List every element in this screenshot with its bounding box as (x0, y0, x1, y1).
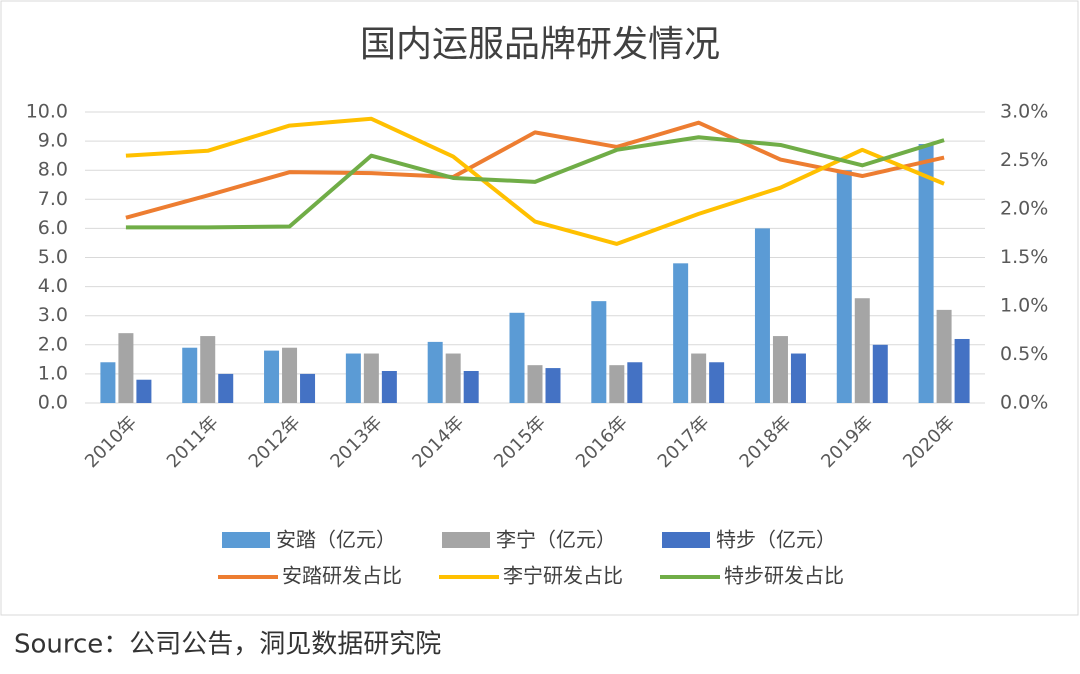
bar (627, 362, 643, 403)
y2-tick-label: 2.0% (1000, 198, 1048, 220)
bar (609, 365, 625, 403)
y-tick-label: 10.0 (26, 101, 68, 123)
y2-tick-label: 0.5% (1000, 343, 1048, 365)
bar (300, 373, 316, 403)
y2-tick-label: 1.0% (1000, 295, 1048, 317)
bar (591, 301, 607, 403)
bar (363, 353, 379, 403)
y2-tick-label: 2.5% (1000, 149, 1048, 171)
bar (345, 353, 361, 403)
y-tick-label: 2.0 (38, 333, 68, 355)
bar (100, 362, 116, 403)
bar (545, 368, 561, 403)
y-tick-label: 4.0 (38, 275, 68, 297)
legend-label: 李宁（亿元） (496, 528, 616, 552)
y-tick-label: 6.0 (38, 217, 68, 239)
bar (381, 370, 397, 403)
bar (709, 362, 725, 403)
bar (445, 353, 461, 403)
legend-swatch (222, 532, 270, 548)
bar (790, 353, 806, 403)
bar (182, 347, 198, 403)
y-tick-label: 1.0 (38, 362, 68, 384)
y-tick-label: 9.0 (38, 130, 68, 152)
y2-tick-label: 0.0% (1000, 392, 1048, 414)
bar (954, 338, 970, 403)
bar (118, 333, 134, 403)
chart-title: 国内运服品牌研发情况 (360, 24, 720, 65)
legend-label: 安踏研发占比 (282, 564, 402, 588)
bar (136, 379, 152, 403)
bar (836, 170, 852, 403)
bar (854, 298, 870, 403)
line (125, 116, 945, 246)
y-tick-label: 7.0 (38, 188, 68, 210)
bar (463, 370, 479, 403)
bar (673, 263, 689, 403)
legend-label: 特步研发占比 (724, 564, 844, 588)
bar (509, 312, 525, 403)
bar (691, 353, 707, 403)
bar (527, 365, 543, 403)
bar (918, 144, 934, 403)
bar (427, 341, 443, 403)
bar (200, 336, 216, 403)
bar (754, 228, 770, 403)
chart-border (0, 0, 1079, 616)
bar (282, 347, 298, 403)
y-tick-label: 5.0 (38, 246, 68, 268)
legend-label: 安踏（亿元） (276, 528, 396, 552)
legend-swatch (442, 532, 490, 548)
bar (872, 344, 888, 403)
y-tick-label: 3.0 (38, 304, 68, 326)
legend-label: 李宁研发占比 (503, 564, 623, 588)
line (125, 135, 945, 230)
bar (936, 309, 952, 403)
bar (264, 350, 280, 403)
y-tick-label: 8.0 (38, 159, 68, 181)
legend-swatch (662, 532, 710, 548)
y2-tick-label: 1.5% (1000, 246, 1048, 268)
legend-label: 特步（亿元） (716, 528, 836, 552)
line (125, 120, 945, 220)
bar (218, 373, 234, 403)
source-note: Source：公司公告，洞见数据研究院 (14, 630, 441, 660)
y2-tick-label: 3.0% (1000, 101, 1048, 123)
y-tick-label: 0.0 (38, 392, 68, 414)
bar (772, 336, 788, 403)
